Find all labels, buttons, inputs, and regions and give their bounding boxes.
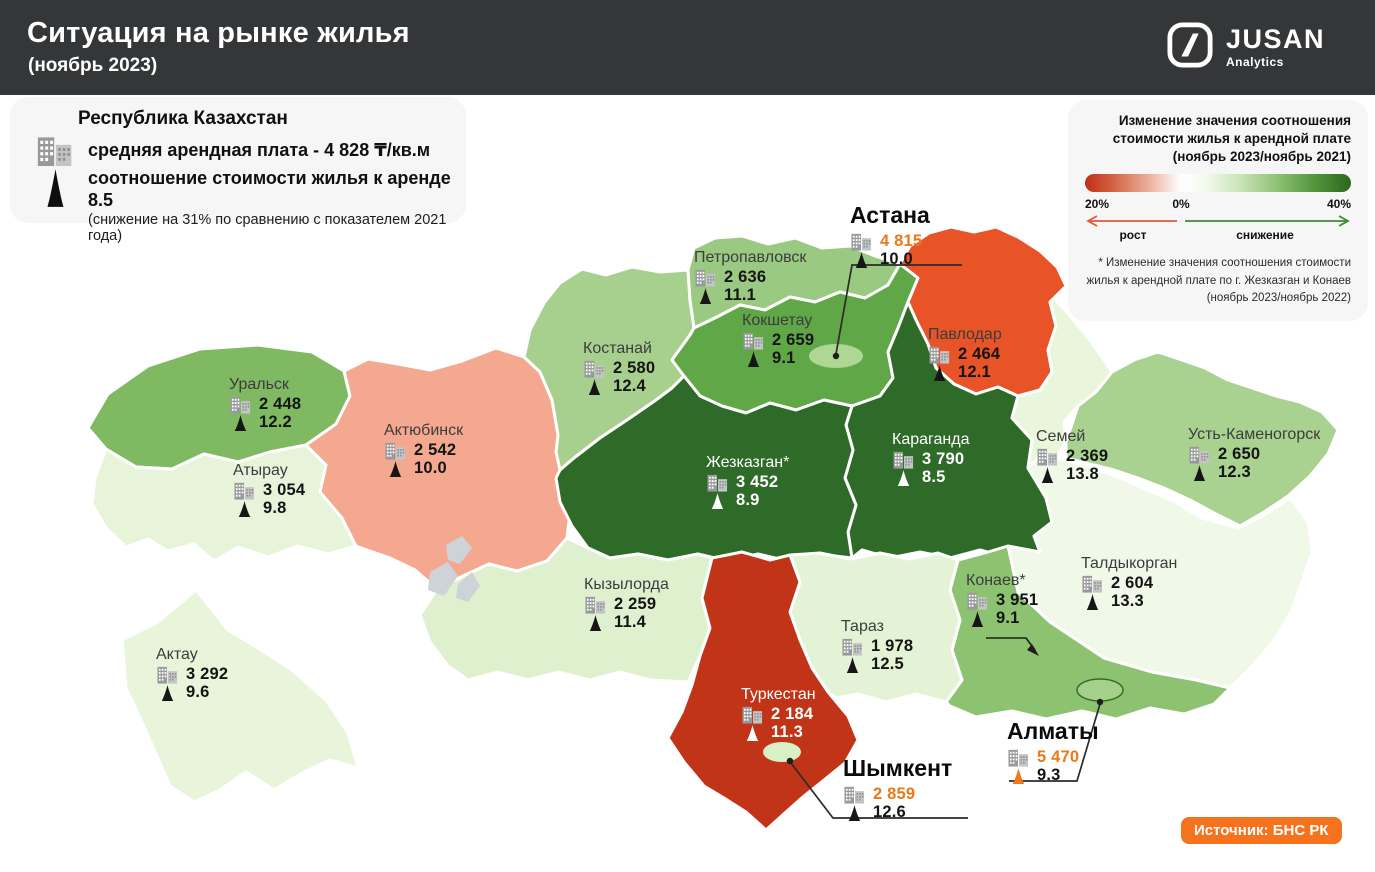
konaev-pointer-arrow <box>986 637 1039 656</box>
growth-arrow-icon <box>1086 215 1177 228</box>
region-atyrau <box>90 443 358 563</box>
legend-arrows: рост снижение <box>1085 214 1351 246</box>
legend-title: Изменение значения соотношения стоимости… <box>1112 113 1351 164</box>
legend-scale: 20% 0% 40% <box>1085 197 1351 213</box>
legend-scale-right: 40% <box>1326 197 1351 212</box>
astana-leader-line <box>832 264 962 360</box>
decline-arrow-icon <box>1185 215 1350 228</box>
country-summary-panel: Республика Казахстан средняя арендная <box>10 97 466 244</box>
region-turkestan <box>666 550 860 832</box>
logo-title: JUSAN <box>1225 24 1325 54</box>
almaty-city-marker <box>1076 678 1124 702</box>
legend-scale-left: 20% <box>1085 197 1110 212</box>
legend-scale-zero: 0% <box>1172 197 1190 212</box>
country-title: Республика Казахстан <box>78 108 288 129</box>
shymkent-city-marker <box>763 742 801 762</box>
shymkent-leader-line <box>786 757 968 819</box>
legend-gradient-bar <box>1085 174 1351 193</box>
jusan-logo: JUSAN Analytics <box>1167 22 1325 73</box>
country-ratio-note: (снижение на 31% по сравнению с показате… <box>88 212 447 245</box>
country-ratio-value: соотношение стоимости жилья к аренде 8.5 <box>88 168 451 210</box>
country-rent-value: средняя арендная плата - 4 828 ₸/кв.м <box>88 140 431 160</box>
legend-decline-label: снижение <box>1236 228 1294 243</box>
source-badge: Источник: БНС РК <box>1181 817 1342 844</box>
page-subtitle: (ноябрь 2023) <box>28 55 158 76</box>
region-ustkamenogorsk <box>1064 350 1340 528</box>
legend-panel: Изменение значения соотношения стоимости… <box>1068 100 1368 322</box>
aral-sea <box>428 536 480 602</box>
region-aktobe <box>304 346 573 591</box>
jusan-logo-icon <box>1167 22 1213 73</box>
legend-footnote: * Изменение значения соотношения стоимос… <box>1086 257 1351 304</box>
building-icon <box>34 135 76 166</box>
spike-icon <box>34 168 76 208</box>
region-zhezkazgan <box>554 374 858 563</box>
almaty-leader-line <box>1009 698 1104 782</box>
header-bar: Ситуация на рынке жилья (ноябрь 2023) JU… <box>0 0 1375 95</box>
page-title: Ситуация на рынке жилья <box>27 17 410 49</box>
logo-subtitle: Analytics <box>1225 55 1284 69</box>
region-aktau <box>120 588 360 804</box>
legend-growth-label: рост <box>1119 228 1147 243</box>
